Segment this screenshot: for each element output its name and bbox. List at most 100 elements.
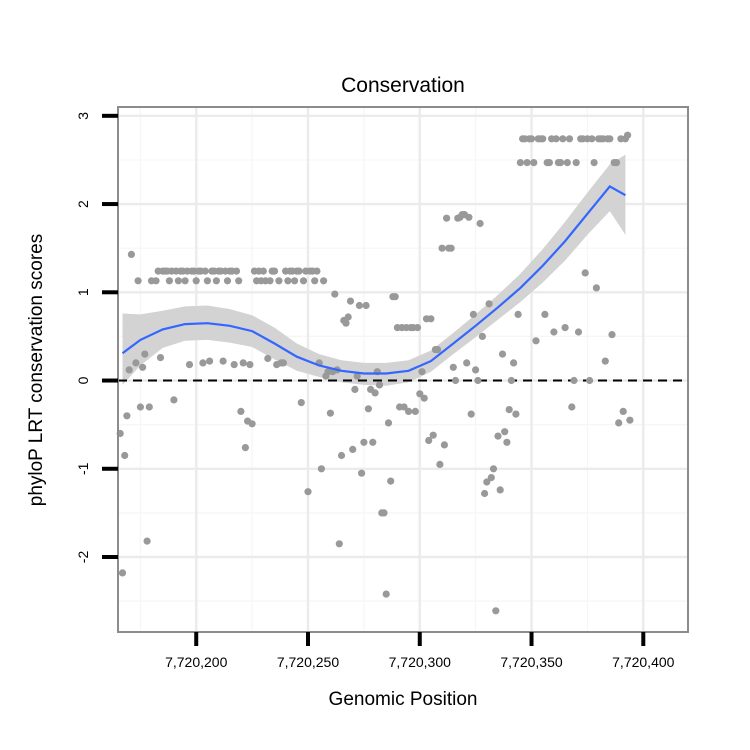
data-point bbox=[382, 590, 390, 598]
data-point bbox=[346, 297, 355, 305]
data-point bbox=[624, 131, 632, 139]
x-tick-label: 7,720,300 bbox=[389, 654, 451, 670]
data-point bbox=[212, 277, 220, 285]
data-point bbox=[451, 376, 460, 385]
data-point bbox=[483, 478, 491, 486]
data-point bbox=[139, 363, 147, 371]
data-point bbox=[134, 277, 142, 285]
y-axis-label: phyloP LRT conservation scores bbox=[26, 234, 47, 507]
data-point bbox=[248, 420, 256, 428]
data-point bbox=[539, 135, 547, 143]
data-point bbox=[362, 301, 370, 310]
data-point bbox=[320, 277, 328, 285]
data-point bbox=[545, 159, 554, 167]
data-point bbox=[299, 277, 308, 285]
data-point bbox=[438, 244, 446, 252]
data-point bbox=[364, 405, 372, 413]
data-point bbox=[509, 359, 518, 367]
data-point bbox=[335, 540, 343, 548]
data-point bbox=[420, 394, 428, 402]
data-point bbox=[295, 267, 303, 275]
data-point bbox=[405, 407, 413, 415]
data-point bbox=[237, 407, 245, 415]
data-point bbox=[485, 300, 493, 308]
data-point bbox=[304, 488, 312, 496]
data-point bbox=[606, 135, 614, 143]
data-point bbox=[563, 159, 571, 167]
data-point bbox=[369, 438, 377, 446]
data-point bbox=[429, 431, 437, 439]
data-point bbox=[156, 354, 165, 362]
data-point bbox=[118, 569, 127, 577]
data-point bbox=[141, 350, 149, 358]
data-point bbox=[512, 410, 520, 418]
data-point bbox=[436, 460, 444, 468]
data-point bbox=[492, 607, 500, 615]
data-point bbox=[413, 324, 422, 332]
data-point bbox=[586, 376, 594, 385]
data-point bbox=[447, 244, 455, 252]
data-point bbox=[192, 277, 200, 285]
data-point bbox=[223, 277, 232, 285]
data-point bbox=[608, 331, 616, 339]
data-point bbox=[241, 444, 249, 452]
data-point bbox=[626, 416, 634, 424]
data-point bbox=[568, 403, 576, 411]
data-point bbox=[259, 267, 267, 275]
smooth-trend-line bbox=[121, 184, 626, 375]
data-point bbox=[507, 376, 515, 385]
data-point bbox=[443, 214, 451, 222]
data-point bbox=[284, 277, 292, 285]
data-point bbox=[344, 313, 352, 321]
data-point bbox=[165, 277, 173, 285]
data-point bbox=[152, 277, 160, 285]
data-point bbox=[331, 290, 339, 298]
data-point bbox=[380, 509, 388, 517]
data-point bbox=[351, 385, 359, 393]
data-point bbox=[384, 419, 393, 427]
data-point bbox=[592, 284, 601, 292]
data-point bbox=[541, 310, 549, 318]
y-tick-label: 3 bbox=[75, 112, 91, 120]
data-point bbox=[297, 399, 305, 407]
data-point bbox=[201, 267, 209, 275]
data-point bbox=[427, 315, 435, 323]
data-point bbox=[219, 357, 227, 365]
data-point bbox=[125, 366, 133, 374]
data-point bbox=[143, 537, 151, 545]
data-point bbox=[311, 277, 319, 285]
data-point bbox=[123, 412, 131, 420]
data-point bbox=[463, 359, 471, 367]
data-point bbox=[199, 359, 207, 367]
data-point bbox=[275, 277, 283, 285]
data-point bbox=[391, 293, 399, 301]
data-point bbox=[360, 438, 368, 446]
data-point bbox=[501, 428, 509, 436]
data-point bbox=[337, 451, 346, 460]
data-point bbox=[279, 359, 287, 367]
data-point bbox=[127, 250, 135, 258]
data-point bbox=[532, 337, 540, 345]
data-point bbox=[588, 135, 596, 143]
data-point bbox=[235, 277, 243, 285]
data-point bbox=[570, 376, 578, 385]
data-point bbox=[136, 403, 144, 411]
panel-border bbox=[117, 106, 689, 633]
data-point bbox=[496, 486, 504, 494]
data-point bbox=[565, 135, 574, 143]
data-point bbox=[523, 159, 531, 167]
data-point bbox=[478, 332, 486, 340]
data-point bbox=[185, 361, 194, 369]
data-point bbox=[619, 407, 627, 415]
data-point bbox=[239, 359, 247, 367]
data-point bbox=[514, 310, 522, 318]
data-points bbox=[116, 131, 634, 615]
data-point bbox=[349, 445, 357, 453]
data-point bbox=[145, 403, 153, 411]
data-point bbox=[615, 419, 623, 427]
data-point bbox=[590, 159, 598, 167]
y-tick-label: -2 bbox=[75, 551, 91, 564]
data-point bbox=[572, 159, 580, 167]
data-point bbox=[469, 310, 477, 318]
data-point bbox=[416, 390, 424, 398]
